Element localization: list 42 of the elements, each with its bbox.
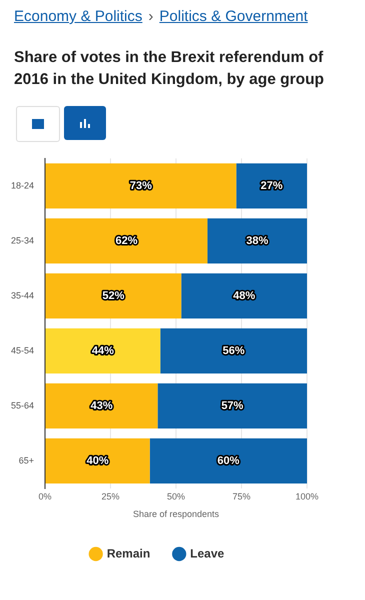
bar [158, 384, 307, 429]
data-label: 60% [217, 455, 240, 468]
bar [46, 438, 150, 484]
data-label: 27% [260, 180, 283, 192]
bar [236, 164, 307, 209]
bar [46, 384, 158, 429]
data-label: 43% [90, 400, 113, 412]
data-label: 44% [92, 345, 114, 358]
y-tick-label: 45-54 [10, 346, 34, 356]
data-label: 73% [130, 180, 152, 192]
chart-title: Share of votes in the Brexit referendum of 2016 in the United Kingdom, by age group [14, 48, 326, 90]
bar [160, 328, 307, 374]
bar [181, 274, 307, 319]
y-tick-label: 25-34 [10, 236, 34, 246]
data-label: 40% [86, 455, 109, 468]
bar [207, 218, 307, 264]
bar [46, 164, 236, 209]
bar [46, 274, 182, 319]
x-tick-label: 100% [295, 492, 319, 502]
y-tick-label: 65+ [18, 456, 34, 466]
text: Politics & Government [159, 8, 308, 25]
x-axis-title: Share of respondents [132, 509, 220, 520]
x-tick-label: 0% [38, 492, 52, 502]
bar [150, 438, 307, 484]
data-label: 48% [233, 290, 256, 302]
data-label: 56% [222, 345, 245, 358]
legend-label: Leave [190, 546, 225, 561]
text: › [148, 8, 154, 25]
legend-label: Remain [106, 546, 150, 561]
bar [46, 328, 160, 374]
bar [46, 218, 208, 264]
x-tick-label: 50% [167, 492, 186, 502]
y-tick-label: 35-44 [10, 290, 34, 301]
data-label: 62% [115, 235, 138, 248]
x-tick-label: 25% [102, 492, 120, 502]
data-label: 52% [102, 290, 125, 302]
data-label: 57% [221, 400, 244, 412]
x-tick-label: 75% [232, 492, 251, 502]
text: Economy & Politics [14, 8, 142, 25]
data-label: 38% [246, 235, 268, 248]
y-tick-label: 18-24 [10, 180, 34, 191]
y-tick-label: 55-64 [10, 400, 34, 411]
